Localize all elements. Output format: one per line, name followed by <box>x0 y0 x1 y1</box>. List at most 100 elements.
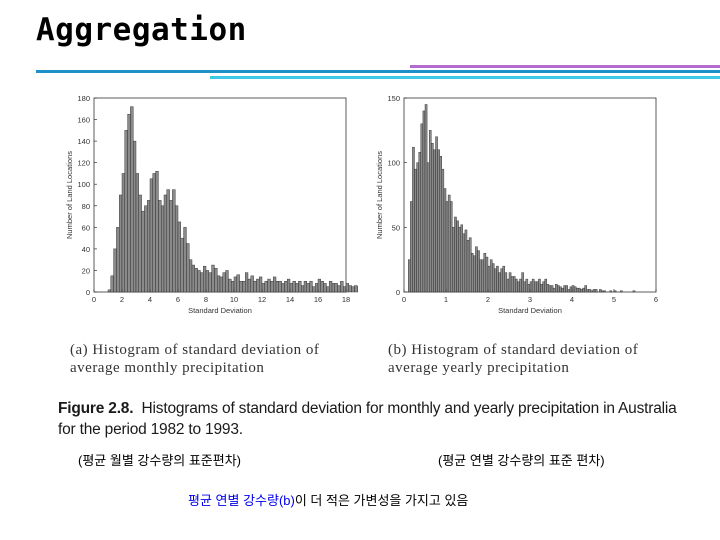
histogram-bar <box>422 110 426 293</box>
histogram-bar <box>588 289 592 293</box>
histogram-bar <box>496 265 499 293</box>
histogram-bar <box>292 281 296 293</box>
histogram-bar <box>609 290 613 293</box>
histogram-bar <box>264 281 268 293</box>
histogram-bar <box>538 278 541 293</box>
histogram-bar <box>479 259 482 293</box>
y-tick-label: 20 <box>82 266 90 275</box>
histogram-bar <box>433 149 436 293</box>
histogram-bar <box>166 189 170 293</box>
x-tick-label: 3 <box>528 295 532 304</box>
histogram-bar <box>127 113 131 293</box>
histogram-bar <box>253 281 257 293</box>
y-tick-label: 0 <box>396 288 400 297</box>
x-tick-label: 0 <box>92 295 96 304</box>
figure-caption: Figure 2.8. Histograms of standard devia… <box>58 398 678 440</box>
histogram-bar <box>340 281 344 293</box>
histogram-bar <box>414 168 417 293</box>
histogram-bar <box>144 205 148 293</box>
histogram-bar <box>354 285 358 293</box>
histogram-bar <box>489 259 493 293</box>
histogram-bar <box>466 240 470 293</box>
histogram-bar <box>575 287 579 293</box>
y-tick-label: 140 <box>77 137 90 146</box>
histogram-bar <box>191 264 195 293</box>
figure-text: Histograms of standard deviation for mon… <box>58 400 677 438</box>
histogram-bar <box>540 284 543 293</box>
histogram-bar <box>412 146 415 293</box>
y-tick-label: 180 <box>77 94 90 103</box>
figure-label: Figure 2.8. <box>58 400 134 417</box>
histogram-bar <box>186 243 190 293</box>
histogram-bar <box>565 285 568 293</box>
histogram-bar <box>449 201 453 293</box>
histogram-bar <box>515 278 518 293</box>
histogram-bar <box>552 287 556 293</box>
histogram-bar <box>343 286 347 293</box>
histogram-bar <box>200 272 204 293</box>
histogram-bar <box>447 194 451 293</box>
histogram-bar <box>289 283 293 293</box>
histogram-bar <box>408 259 411 293</box>
histogram-bar <box>244 272 249 293</box>
histogram-bar <box>309 281 313 293</box>
histogram-bar <box>141 210 145 293</box>
histogram-bar <box>523 281 526 293</box>
histogram-bar <box>202 265 207 293</box>
histogram-bar <box>345 283 349 293</box>
y-tick-label: 80 <box>82 202 90 211</box>
histogram-bar <box>357 286 358 293</box>
x-tick-label: 2 <box>486 295 490 304</box>
histogram-bar <box>261 283 265 293</box>
histogram-bar <box>454 216 457 293</box>
histogram-bar <box>426 162 430 293</box>
x-tick-label: 6 <box>176 295 180 304</box>
histogram-bar <box>460 224 463 293</box>
x-tick-label: 5 <box>612 295 616 304</box>
histogram-bar <box>155 171 159 293</box>
histogram-bar <box>230 281 235 293</box>
accent-rule-purple <box>410 65 720 68</box>
histogram-bar <box>135 173 139 293</box>
histogram-bar <box>320 281 324 293</box>
histogram-bar <box>410 201 413 293</box>
histogram-bar <box>439 155 442 293</box>
x-tick-label: 14 <box>286 295 294 304</box>
x-tick-label: 2 <box>120 295 124 304</box>
histogram-bar <box>160 205 165 293</box>
histogram-bar <box>219 276 223 293</box>
histogram-bar <box>506 278 510 293</box>
histogram-bar <box>544 278 547 293</box>
histogram-bar <box>250 275 254 293</box>
histogram-bar <box>481 259 484 293</box>
histogram-bar <box>582 287 585 293</box>
histogram-bar <box>632 290 636 293</box>
histogram-bar <box>132 140 137 293</box>
caption-a: (a) Histogram of standard deviation of a… <box>70 341 319 377</box>
x-tick-label: 10 <box>230 295 238 304</box>
histogram-bar <box>121 173 125 293</box>
histogram-bar <box>416 162 419 293</box>
histogram-bar <box>561 287 564 293</box>
histogram-bar <box>242 281 246 293</box>
histogram-bar <box>284 281 288 293</box>
histogram-bar <box>491 263 495 293</box>
histogram-bar <box>239 281 243 293</box>
histogram-bar <box>586 289 589 293</box>
histogram-bar <box>452 227 455 293</box>
y-tick-label: 160 <box>77 116 90 125</box>
histogram-bar <box>594 289 598 293</box>
histogram-bar <box>303 281 307 293</box>
histogram-bar <box>485 256 489 293</box>
histogram-bar <box>573 286 577 293</box>
histogram-bar <box>180 237 184 293</box>
histogram-bar <box>500 268 503 293</box>
slide-title: Aggregation <box>36 12 247 48</box>
x-tick-label: 4 <box>570 295 574 304</box>
histogram-bar <box>317 278 321 293</box>
histogram-bar <box>475 246 478 293</box>
y-tick-label: 150 <box>387 94 400 103</box>
histogram-bar <box>205 270 209 293</box>
histogram-bar <box>601 290 604 293</box>
y-tick-label: 100 <box>387 159 400 168</box>
